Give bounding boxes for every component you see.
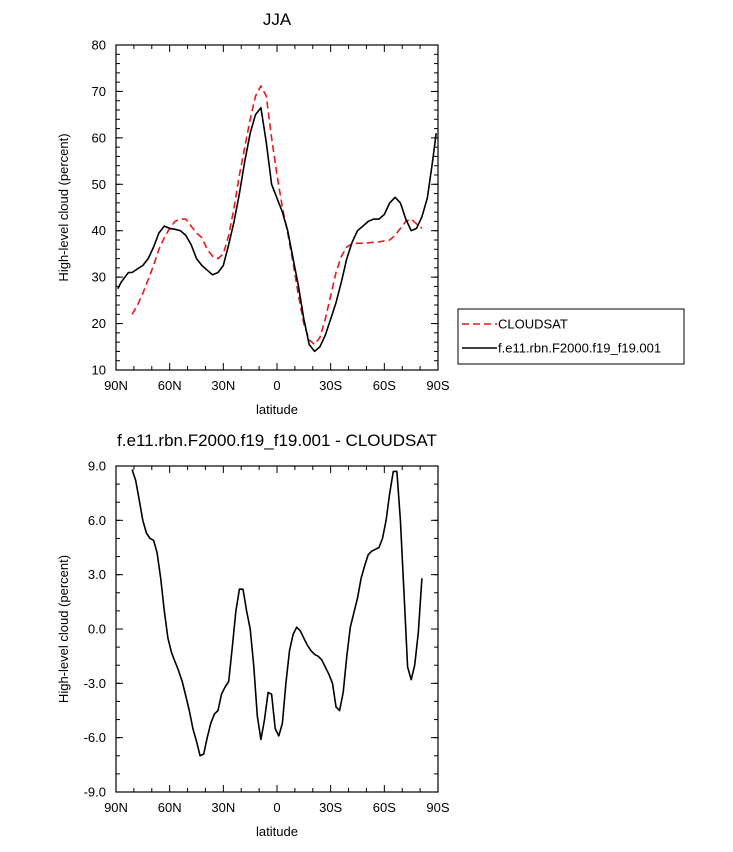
x-tick-label: 0 bbox=[273, 800, 280, 815]
x-tick-label: 30S bbox=[319, 800, 342, 815]
x-tick-label: 60S bbox=[373, 378, 396, 393]
y-tick-label: 50 bbox=[92, 177, 106, 192]
x-tick-label: 60S bbox=[373, 800, 396, 815]
legend-box bbox=[457, 308, 685, 365]
y-tick-label: -3.0 bbox=[84, 676, 106, 691]
x-tick-label: 60N bbox=[158, 800, 182, 815]
y-tick-label: 3.0 bbox=[88, 567, 106, 582]
y-tick-label: 30 bbox=[92, 270, 106, 285]
y-tick-label: 80 bbox=[92, 38, 106, 53]
x-tick-label: 90S bbox=[426, 800, 449, 815]
x-axis-label: latitude bbox=[256, 824, 298, 839]
x-tick-label: 90N bbox=[104, 378, 128, 393]
top-panel-jja: JJA 90N 60N 30N 0 30S 60S 90S 10 20 30 40 50 60 70 80 la… bbox=[56, 10, 450, 417]
y-tick-label: 60 bbox=[92, 130, 106, 145]
y-tick-label: -6.0 bbox=[84, 730, 106, 745]
x-tick-label: 30N bbox=[211, 378, 235, 393]
y-tick-label: -9.0 bbox=[84, 785, 106, 800]
x-tick-label: 30S bbox=[319, 378, 342, 393]
x-tick-label: 90N bbox=[104, 800, 128, 815]
legend-label: f.e11.rbn.F2000.f19_f19.001 bbox=[498, 341, 661, 356]
x-tick-label: 0 bbox=[273, 378, 280, 393]
chart-title: f.e11.rbn.F2000.f19_f19.001 - CLOUDSAT bbox=[117, 431, 437, 450]
legend: CLOUDSAT f.e11.rbn.F2000.f19_f19.001 bbox=[457, 308, 685, 365]
y-tick-label: 6.0 bbox=[88, 513, 106, 528]
chart-title: JJA bbox=[263, 10, 292, 29]
y-axis-label: High-level cloud (percent) bbox=[56, 133, 71, 281]
y-tick-label: 20 bbox=[92, 316, 106, 331]
plot-frame bbox=[115, 465, 439, 793]
y-axis-label: High-level cloud (percent) bbox=[56, 555, 71, 703]
x-tick-label: 60N bbox=[158, 378, 182, 393]
x-tick-label: 30N bbox=[211, 800, 235, 815]
y-tick-label: 10 bbox=[92, 363, 106, 378]
bottom-panel-difference: f.e11.rbn.F2000.f19_f19.001 - CLOUDSAT 90… bbox=[56, 431, 450, 839]
y-tick-label: 0.0 bbox=[88, 622, 106, 637]
series-line-cloudsat bbox=[131, 85, 423, 346]
x-axis-label: latitude bbox=[256, 402, 298, 417]
y-tick-label: 70 bbox=[92, 84, 106, 99]
series-line-f-e11-rbn-f2000-f19-f19-001 bbox=[117, 106, 437, 353]
x-tick-label: 90S bbox=[426, 378, 449, 393]
y-tick-label: 40 bbox=[92, 223, 106, 238]
legend-label: CLOUDSAT bbox=[498, 317, 568, 332]
y-tick-label: 9.0 bbox=[88, 459, 106, 474]
difference-line bbox=[131, 469, 423, 757]
plot-frame bbox=[115, 44, 439, 371]
